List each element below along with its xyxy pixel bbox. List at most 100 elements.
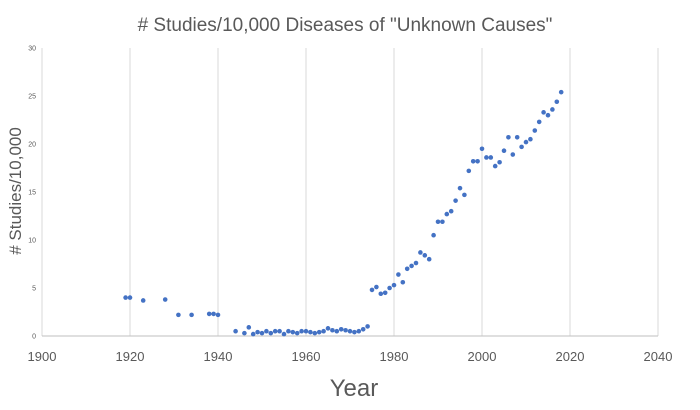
- data-point: [418, 250, 423, 255]
- data-point: [140, 298, 146, 303]
- data-points: [123, 89, 564, 337]
- data-point: [123, 295, 128, 300]
- data-point: [391, 282, 397, 288]
- data-point: [299, 328, 304, 334]
- data-point: [484, 155, 489, 160]
- data-point: [369, 287, 375, 293]
- x-tick-label: 2000: [468, 349, 497, 364]
- x-tick-label: 1900: [28, 349, 57, 364]
- gridlines: [41, 48, 659, 336]
- data-point: [233, 328, 238, 334]
- data-point: [176, 312, 181, 318]
- data-point: [272, 328, 278, 334]
- data-point: [431, 232, 436, 238]
- data-point: [492, 163, 498, 169]
- data-point: [519, 144, 524, 150]
- data-point: [303, 328, 309, 334]
- data-point: [497, 159, 502, 165]
- data-point: [382, 290, 388, 296]
- data-point: [475, 158, 480, 164]
- data-point: [536, 119, 542, 125]
- data-point: [347, 328, 353, 334]
- x-tick-label: 1920: [116, 349, 145, 364]
- data-point: [448, 208, 454, 214]
- data-point: [396, 272, 401, 277]
- data-point: [550, 107, 555, 112]
- data-point: [356, 328, 362, 334]
- data-point: [189, 312, 194, 318]
- data-point: [250, 331, 256, 337]
- y-tick-label: 15: [28, 190, 36, 197]
- y-tick-label: 10: [28, 238, 36, 245]
- data-point: [554, 99, 560, 105]
- data-point: [325, 326, 331, 331]
- data-point: [466, 168, 472, 174]
- data-point: [479, 146, 485, 152]
- y-tick-label: 25: [28, 94, 36, 101]
- data-point: [387, 285, 392, 291]
- data-point: [506, 134, 511, 140]
- y-tick-label: 20: [28, 142, 36, 149]
- data-point: [462, 192, 467, 198]
- data-point: [294, 330, 300, 336]
- data-point: [440, 219, 445, 225]
- data-point: [255, 329, 260, 335]
- data-point: [162, 297, 168, 302]
- data-point: [378, 291, 384, 297]
- data-point: [510, 152, 516, 157]
- chart-title: # Studies/10,000 Diseases of "Unknown Ca…: [138, 15, 553, 36]
- data-point: [435, 219, 441, 225]
- data-point: [286, 328, 291, 334]
- data-point: [334, 328, 340, 334]
- data-point: [528, 136, 533, 142]
- data-point: [281, 331, 287, 337]
- x-tick-label: 2040: [644, 349, 673, 364]
- data-point: [330, 327, 335, 333]
- tick-labels: 1900 1920 1940 1960 1980 2000 2020 2040 0 5 10 15 20…: [28, 46, 673, 365]
- data-point: [246, 325, 252, 330]
- data-point: [242, 330, 247, 336]
- data-point: [206, 311, 212, 317]
- data-point: [259, 330, 265, 336]
- data-point: [409, 263, 414, 269]
- data-point: [501, 148, 507, 154]
- data-point: [365, 324, 370, 329]
- y-tick-label: 30: [28, 46, 36, 53]
- data-point: [523, 139, 529, 145]
- data-point: [308, 329, 313, 335]
- x-tick-label: 1960: [292, 349, 321, 364]
- data-point: [532, 128, 538, 133]
- y-tick-label: 5: [32, 286, 36, 293]
- data-point: [290, 329, 296, 335]
- data-point: [422, 253, 428, 258]
- x-tick-label: 2020: [556, 349, 585, 364]
- data-point: [360, 326, 366, 332]
- data-point: [343, 327, 348, 333]
- data-point: [127, 295, 133, 300]
- data-point: [453, 198, 458, 203]
- data-point: [514, 134, 520, 140]
- data-point: [545, 112, 551, 118]
- data-point: [541, 110, 546, 115]
- data-point: [211, 311, 216, 317]
- y-axis-title: # Studies/10,000: [6, 127, 25, 255]
- data-point: [426, 256, 432, 262]
- data-point: [316, 329, 322, 335]
- x-tick-label: 1940: [204, 349, 233, 364]
- data-point: [404, 266, 410, 272]
- data-point: [312, 330, 318, 336]
- data-point: [352, 329, 357, 335]
- data-point: [374, 284, 379, 290]
- data-point: [413, 260, 419, 266]
- y-tick-label: 0: [32, 334, 36, 341]
- data-point: [264, 328, 269, 334]
- data-point: [558, 89, 564, 95]
- data-point: [457, 185, 463, 191]
- x-axis-title: Year: [330, 375, 379, 402]
- data-point: [215, 312, 221, 318]
- data-point: [321, 328, 326, 334]
- x-tick-label: 1980: [380, 349, 409, 364]
- data-point: [338, 326, 344, 332]
- data-point: [444, 211, 450, 217]
